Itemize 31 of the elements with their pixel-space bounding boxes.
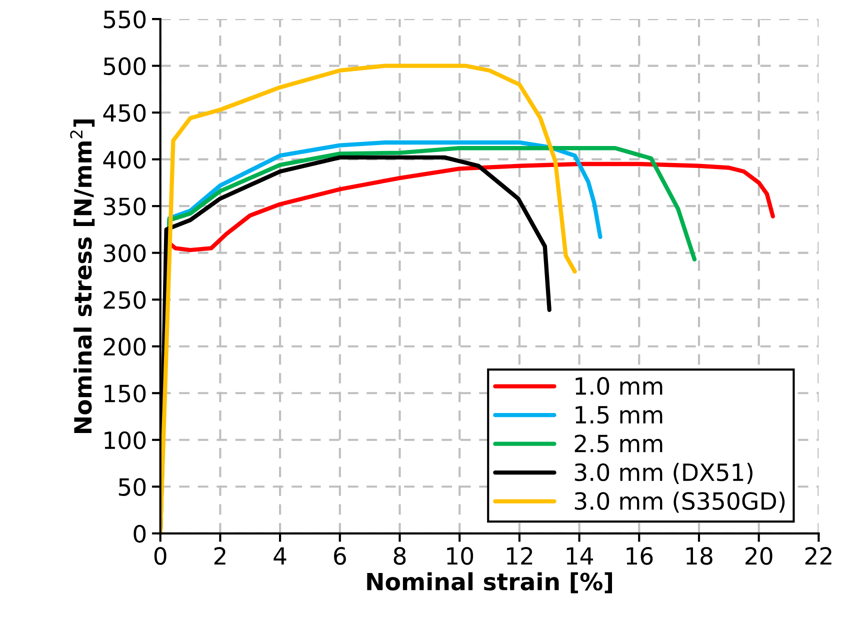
x-tick-label: 8	[394, 547, 406, 565]
legend-label: 1.0 mm	[576, 377, 662, 395]
x-tick-label: 10	[447, 547, 474, 565]
legend-label: 3.0 mm (DX51)	[574, 462, 752, 484]
x-tick-label: 4	[274, 547, 286, 565]
y-tick-label: 350	[104, 198, 146, 216]
x-axis-title: Nominal strain [%]	[367, 572, 612, 594]
x-tick-label: 16	[626, 547, 653, 565]
y-axis-title: Nominal stress [N/mm$^{2}$]	[70, 120, 95, 433]
x-tick-label: 2	[214, 547, 226, 565]
y-tick-label: 200	[104, 338, 146, 356]
legend-label: 2.5 mm	[574, 434, 662, 452]
x-tick-label: 0	[154, 547, 166, 565]
x-tick-label: 14	[566, 547, 593, 565]
y-tick-label: 100	[104, 431, 146, 450]
y-tick-label: 0	[134, 524, 146, 543]
y-tick-label: 550	[104, 10, 146, 28]
x-tick-label: 12	[507, 547, 532, 565]
y-tick-label: 300	[104, 244, 146, 262]
legend-label: 1.5 mm	[576, 406, 662, 424]
y-tick-label: 450	[103, 104, 146, 122]
y-tick-label: 400	[103, 150, 146, 169]
y-tick-label: 250	[104, 291, 146, 309]
y-tick-label: 150	[104, 384, 146, 402]
x-tick-label: 18	[686, 547, 712, 565]
y-tick-label: 50	[118, 478, 146, 496]
y-tick-label: 500	[104, 57, 146, 76]
x-tick-label: 22	[805, 547, 832, 565]
x-tick-label: 6	[334, 547, 346, 565]
legend-label: 3.0 mm (S350GD)	[574, 492, 785, 513]
x-tick-label: 20	[746, 547, 772, 565]
